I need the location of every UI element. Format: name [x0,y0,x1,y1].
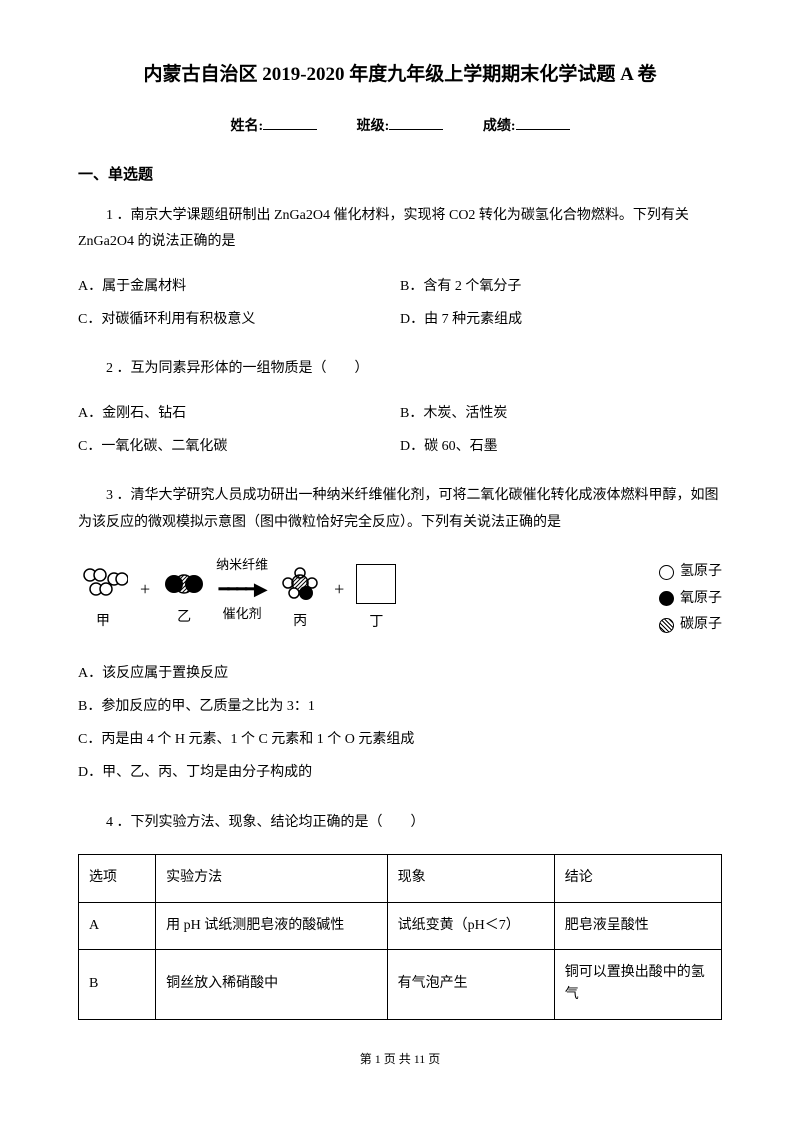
q1-opt-a: A．属于金属材料 [78,274,400,299]
th-1: 实验方法 [156,855,387,902]
score-blank [516,129,570,130]
q2-options: A．金刚石、钻石 B．木炭、活性炭 C．一氧化碳、二氧化碳 D．碳 60、石墨 [78,401,722,467]
name-label: 姓名: [230,119,263,134]
mol-jia-icon [78,565,128,603]
score-label: 成绩: [483,119,516,134]
table-row: A 用 pH 试纸测肥皂液的酸碱性 试纸变黄（pH＜7） 肥皂液呈酸性 [79,902,722,949]
label-jia: 甲 [96,611,110,633]
td-a-2: 试纸变黄（pH＜7） [387,902,554,949]
q3-text: 3 ．清华大学研究人员成功研出一种纳米纤维催化剂，可将二氧化碳催化转化成液体燃料… [78,483,722,536]
q1-text: 1 ．南京大学课题组研制出 ZnGa2O4 催化材料，实现将 CO2 转化为碳氢… [78,203,722,256]
arrow-box: 纳米纤维 ━━━━▶ 催化剂 [216,555,268,643]
q1-options: A．属于金属材料 B．含有 2 个氧分子 C．对碳循环利用有积极意义 D．由 7… [78,274,722,340]
td-b-0: B [79,950,156,1020]
th-2: 现象 [387,855,554,902]
name-blank [263,129,317,130]
plus-2: + [332,575,346,622]
q1-opt-b: B．含有 2 个氧分子 [400,274,722,299]
reaction-diagram: 甲 + 乙 纳米纤维 ━━━━▶ 催化剂 [78,555,722,643]
catalyst-bottom: 催化剂 [223,604,262,625]
label-bing: 丙 [293,611,307,633]
q3-opt-a: A．该反应属于置换反应 [78,661,722,686]
mol-jia: 甲 [78,565,128,633]
c-atom-icon [659,618,674,633]
td-a-3: 肥皂液呈酸性 [554,902,721,949]
diagram-legend: 氢原子 氧原子 碳原子 [659,561,722,636]
th-3: 结论 [554,855,721,902]
td-b-2: 有气泡产生 [387,950,554,1020]
legend-o: 氧原子 [659,588,722,610]
label-yi: 乙 [177,607,191,629]
q1-opt-c: C．对碳循环利用有积极意义 [78,307,400,332]
q3-opt-d: D．甲、乙、丙、丁均是由分子构成的 [78,760,722,785]
o-atom-icon [659,591,674,606]
legend-c-text: 碳原子 [680,614,722,636]
section-title: 一、单选题 [78,163,722,187]
empty-box-icon [356,564,396,604]
page-title: 内蒙古自治区 2019-2020 年度九年级上学期期末化学试题 A 卷 [78,60,722,90]
mol-bing: 丙 [278,565,322,633]
info-line: 姓名: 班级: 成绩: [78,116,722,138]
page-footer: 第 1 页 共 11 页 [78,1050,722,1069]
arrow-icon: ━━━━▶ [219,575,266,604]
q2-opt-c: C．一氧化碳、二氧化碳 [78,434,400,459]
plus-1: + [138,575,152,622]
class-label: 班级: [357,119,390,134]
mol-bing-icon [278,565,322,603]
q3-opt-b: B．参加反应的甲、乙质量之比为 3：1 [78,694,722,719]
molecules-row: 甲 + 乙 纳米纤维 ━━━━▶ 催化剂 [78,555,396,643]
legend-c: 碳原子 [659,614,722,636]
legend-o-text: 氧原子 [680,588,722,610]
h-atom-icon [659,565,674,580]
td-b-1: 铜丝放入稀硝酸中 [156,950,387,1020]
q4-table: 选项 实验方法 现象 结论 A 用 pH 试纸测肥皂液的酸碱性 试纸变黄（pH＜… [78,854,722,1020]
legend-h-text: 氢原子 [680,561,722,583]
mol-ding: 丁 [356,564,396,634]
catalyst-top: 纳米纤维 [216,555,268,576]
mol-yi: 乙 [162,569,206,629]
q3-opt-c: C．丙是由 4 个 H 元素、1 个 C 元素和 1 个 O 元素组成 [78,727,722,752]
q2-text: 2 ．互为同素异形体的一组物质是（ ） [78,356,722,383]
q3-options: A．该反应属于置换反应 B．参加反应的甲、乙质量之比为 3：1 C．丙是由 4 … [78,661,722,794]
q2-opt-b: B．木炭、活性炭 [400,401,722,426]
td-a-1: 用 pH 试纸测肥皂液的酸碱性 [156,902,387,949]
q4-text: 4 ．下列实验方法、现象、结论均正确的是（ ） [78,810,722,837]
q1-opt-d: D．由 7 种元素组成 [400,307,722,332]
td-b-3: 铜可以置换出酸中的氢气 [554,950,721,1020]
label-ding: 丁 [369,612,383,634]
mol-yi-icon [162,569,206,599]
q2-opt-d: D．碳 60、石墨 [400,434,722,459]
td-a-0: A [79,902,156,949]
table-row: B 铜丝放入稀硝酸中 有气泡产生 铜可以置换出酸中的氢气 [79,950,722,1020]
legend-h: 氢原子 [659,561,722,583]
q2-opt-a: A．金刚石、钻石 [78,401,400,426]
table-header-row: 选项 实验方法 现象 结论 [79,855,722,902]
class-blank [389,129,443,130]
th-0: 选项 [79,855,156,902]
